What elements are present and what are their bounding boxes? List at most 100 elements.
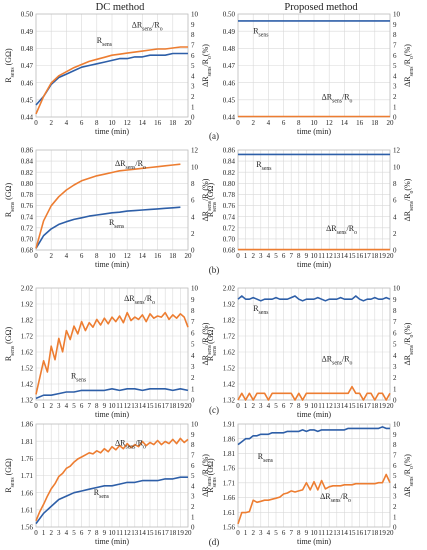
- x-tick-label: 12: [326, 119, 334, 127]
- y-right-tick-label: 12: [191, 147, 199, 155]
- y-right-tick-label: 8: [191, 441, 195, 449]
- x-tick-label: 7: [289, 529, 293, 537]
- y-right-axis-label-group: ΔRsens/Ro(%): [403, 44, 415, 87]
- y-right-tick-label: 4: [393, 72, 397, 80]
- x-tick-label: 20: [185, 252, 193, 260]
- y-left-tick-label: 0.78: [21, 191, 34, 199]
- rsens-series-label: Rsens: [94, 488, 110, 500]
- y-left-axis-label: Rsens (GΩ): [4, 183, 16, 218]
- y-left-tick-label: 1.72: [223, 333, 236, 341]
- x-tick-label: 0: [34, 119, 38, 127]
- y-left-tick-label: 0.72: [223, 224, 236, 232]
- x-tick-label: 12: [326, 252, 334, 260]
- x-tick-label: 7: [289, 252, 293, 260]
- y-left-tick-label: 1.62: [223, 349, 236, 357]
- delta-r-series-line: [35, 311, 189, 395]
- y-left-tick-label: 1.81: [223, 450, 236, 458]
- x-tick-label: 13: [333, 529, 341, 537]
- rsens-series-line: [237, 295, 391, 302]
- y-left-axis-label: Rsens (GΩ): [206, 458, 218, 493]
- x-tick-label: 0: [34, 252, 38, 260]
- x-tick-label: 0: [34, 402, 38, 410]
- y-right-tick-label: 4: [191, 72, 195, 80]
- rsens-series-label: Rsens: [97, 36, 113, 48]
- y-right-tick-label: 9: [393, 296, 397, 304]
- y-right-tick-label: 6: [393, 52, 397, 60]
- y-right-tick-label: 10: [393, 163, 401, 171]
- y-right-tick-label: 6: [191, 462, 195, 470]
- y-left-tick-label: 1.62: [21, 349, 34, 357]
- x-tick-label: 10: [311, 402, 319, 410]
- y-left-tick-label: 1.91: [223, 421, 236, 429]
- x-tick-label: 12: [326, 402, 334, 410]
- y-right-axis-label: ΔRsens/Ro(%): [403, 454, 415, 497]
- y-left-tick-label: 0.76: [223, 202, 236, 210]
- chart-b-proposed: 0.68 0.70 0.72 0.74 0.76 0.78 0.80 0.82 0.84 0.86…: [206, 147, 415, 269]
- y-right-tick-label: 4: [191, 213, 195, 221]
- x-tick-label: 5: [274, 252, 278, 260]
- y-left-tick-label: 0.82: [223, 169, 236, 177]
- y-left-tick-label: 1.92: [223, 301, 236, 309]
- x-axis-label: time (min): [297, 127, 331, 136]
- x-tick-label: 17: [162, 529, 170, 537]
- y-left-tick-label: 0.84: [21, 158, 34, 166]
- x-tick-label: 16: [154, 119, 162, 127]
- plot-frame: [35, 287, 189, 401]
- y-left-tick-label: 0.68: [21, 247, 34, 255]
- y-left-tick-label: 1.32: [223, 397, 236, 405]
- rsens-series-label: Rsens: [109, 218, 125, 230]
- x-tick-label: 4: [267, 119, 271, 127]
- rsens-series-label: Rsens: [258, 452, 274, 464]
- y-right-tick-label: 10: [191, 285, 199, 293]
- y-right-tick-label: 10: [393, 285, 401, 293]
- x-tick-label: 2: [251, 119, 255, 127]
- y-right-tick-label: 2: [393, 503, 397, 511]
- y-right-tick-label: 5: [393, 472, 397, 480]
- y-right-tick-label: 10: [191, 11, 199, 19]
- y-left-tick-label: 1.61: [223, 509, 236, 517]
- delta-r-series-label: ΔRsens/Ro: [115, 439, 146, 451]
- y-left-axis-label: Rsens (GΩ): [4, 327, 16, 362]
- x-tick-label: 14: [139, 252, 147, 260]
- x-tick-label: 5: [274, 402, 278, 410]
- y-right-tick-label: 3: [393, 493, 397, 501]
- delta-r-series-line: [35, 163, 181, 249]
- plot-frame: [35, 423, 189, 528]
- y-right-tick-label: 4: [393, 213, 397, 221]
- y-right-tick-label: 6: [191, 52, 195, 60]
- y-right-tick-label: 1: [191, 385, 195, 393]
- y-right-tick-label: 10: [393, 11, 401, 19]
- delta-r-series-label: ΔRsens/Ro: [322, 355, 353, 367]
- x-tick-label: 17: [364, 402, 372, 410]
- x-tick-label: 9: [305, 252, 309, 260]
- x-tick-label: 12: [124, 402, 132, 410]
- y-left-tick-label: 1.56: [223, 524, 236, 532]
- y-right-tick-label: 9: [191, 296, 195, 304]
- x-tick-label: 20: [387, 402, 395, 410]
- x-tick-label: 2: [251, 252, 255, 260]
- x-tick-label: 16: [154, 529, 162, 537]
- x-tick-label: 6: [282, 119, 286, 127]
- x-tick-label: 18: [371, 529, 379, 537]
- rsens-series-line: [35, 206, 181, 249]
- delta-r-series-line: [35, 437, 189, 522]
- x-tick-label: 4: [267, 402, 271, 410]
- y-right-tick-label: 2: [393, 374, 397, 382]
- x-tick-label: 13: [131, 529, 139, 537]
- row-caption: (b): [209, 265, 220, 275]
- y-right-tick-label: 0: [393, 524, 397, 532]
- x-tick-label: 19: [177, 529, 185, 537]
- y-right-tick-label: 3: [191, 363, 195, 371]
- x-tick-label: 11: [116, 529, 123, 537]
- y-right-tick-label: 5: [191, 341, 195, 349]
- y-left-tick-label: 1.76: [21, 455, 34, 463]
- chart-c-proposed: 1.321.421.521.621.721.821.922.0201234567…: [206, 285, 415, 419]
- x-tick-label: 17: [162, 402, 170, 410]
- x-tick-label: 6: [80, 529, 84, 537]
- y-left-tick-label: 0.48: [21, 45, 34, 53]
- y-right-tick-label: 1: [393, 385, 397, 393]
- y-left-axis-label-group: Rsens (GΩ): [206, 458, 218, 493]
- x-tick-label: 8: [297, 252, 301, 260]
- x-tick-label: 0: [236, 529, 240, 537]
- chart-b-dc: 0.68 0.70 0.72 0.74 0.76 0.78 0.80 0.82 0.84 0.86…: [4, 147, 213, 269]
